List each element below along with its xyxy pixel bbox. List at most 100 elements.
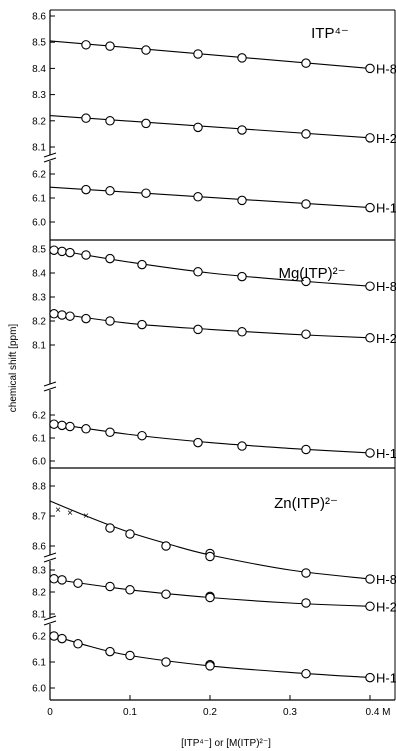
cross-point: ×	[67, 508, 73, 519]
series-label: H-8	[376, 279, 396, 294]
y-axis-title: chemical shift [ppm]	[8, 324, 19, 413]
data-point	[365, 281, 375, 291]
data-point	[365, 574, 375, 584]
data-point	[237, 271, 247, 282]
data-point	[125, 650, 135, 661]
y-tick-label: 8.3	[32, 293, 46, 304]
data-point	[365, 133, 375, 143]
data-point	[65, 421, 75, 432]
cross-point: ×	[83, 511, 89, 522]
panel-title: Zn(ITP)²⁻	[274, 495, 338, 512]
y-tick-label: 8.5	[32, 245, 46, 256]
data-point	[81, 313, 91, 324]
axis-break-mark	[43, 381, 57, 387]
fit-curve	[49, 248, 371, 287]
data-point	[57, 310, 67, 320]
data-point	[125, 585, 135, 595]
data-point	[301, 329, 311, 339]
y-tick-label: 6.2	[32, 632, 46, 643]
data-point	[137, 319, 147, 330]
data-point	[125, 529, 135, 539]
data-points: × × ×	[49, 40, 375, 683]
y-tick-label: 8.1	[32, 610, 46, 621]
y-tick-label: 8.4	[32, 269, 46, 280]
axis-ticks: 8.6 8.5 8.4 8.3 8.2 8.1 6.2 6.1 6.0 8.5 8.4 8.3 8.2 8…	[32, 12, 390, 719]
data-point	[65, 311, 75, 321]
y-tick-label: 8.1	[32, 341, 46, 352]
x-tick-label: 0.1	[123, 707, 137, 718]
data-point	[365, 63, 375, 74]
y-tick-label: 8.5	[32, 38, 46, 49]
y-tick-label: 6.1	[32, 434, 46, 445]
data-point	[65, 247, 75, 258]
data-point	[49, 245, 59, 255]
data-point	[161, 657, 171, 667]
data-point	[49, 631, 59, 641]
data-point	[105, 253, 115, 264]
y-tick-label: 8.3	[32, 566, 46, 577]
data-point	[365, 672, 375, 683]
data-point	[161, 589, 171, 599]
y-tick-label: 6.2	[32, 170, 46, 181]
data-point	[301, 444, 311, 455]
data-point	[49, 309, 59, 319]
data-point	[237, 195, 247, 206]
data-point	[301, 276, 311, 287]
data-point	[105, 646, 115, 657]
axis-break-mark	[43, 557, 57, 563]
data-point	[57, 575, 67, 585]
y-tick-label: 6.0	[32, 218, 46, 229]
data-point	[141, 188, 151, 198]
series-label: H-2	[376, 131, 396, 146]
y-tick-label: 8.2	[32, 588, 46, 599]
data-point	[205, 592, 215, 603]
data-point	[57, 633, 67, 644]
data-point	[57, 246, 67, 257]
data-point	[49, 419, 59, 429]
data-point	[365, 333, 375, 343]
series-label: H-1'	[376, 671, 396, 686]
data-point	[237, 53, 247, 63]
fit-curves	[49, 40, 371, 679]
axis-break-mark	[43, 386, 57, 392]
y-tick-label: 8.2	[32, 116, 46, 127]
y-tick-label: 6.0	[32, 457, 46, 468]
fit-curve	[49, 40, 371, 69]
x-tick-label: 0.2	[203, 707, 217, 718]
data-point	[365, 448, 375, 458]
data-point	[49, 574, 59, 584]
data-point	[81, 250, 91, 260]
y-tick-label: 6.1	[32, 194, 46, 205]
data-point	[301, 668, 311, 679]
data-point	[237, 441, 247, 451]
fit-curve	[49, 500, 371, 580]
axis-break-mark	[43, 615, 57, 621]
y-tick-label: 6.1	[32, 658, 46, 669]
series-label: H-8	[376, 61, 396, 76]
data-point	[237, 327, 247, 337]
y-tick-label: 6.2	[32, 411, 46, 422]
series-label: H-1'	[376, 201, 396, 216]
data-point	[193, 122, 203, 133]
data-point	[81, 424, 91, 434]
data-point	[365, 202, 375, 213]
y-tick-label: 8.4	[32, 64, 46, 75]
fit-curve	[49, 115, 371, 139]
fit-curve	[49, 422, 371, 454]
axes-frame	[43, 9, 396, 701]
fit-curve	[49, 186, 371, 209]
data-point	[141, 118, 151, 129]
data-point	[105, 316, 115, 326]
data-point	[193, 437, 203, 448]
data-point	[237, 125, 247, 135]
y-tick-label: 6.0	[32, 684, 46, 695]
axis-break	[44, 618, 56, 624]
axis-break	[44, 155, 56, 161]
data-point	[301, 598, 311, 608]
fit-curve	[49, 634, 371, 679]
data-point	[193, 267, 203, 277]
axis-break	[44, 384, 56, 390]
data-point	[81, 40, 91, 50]
data-point	[105, 116, 115, 126]
